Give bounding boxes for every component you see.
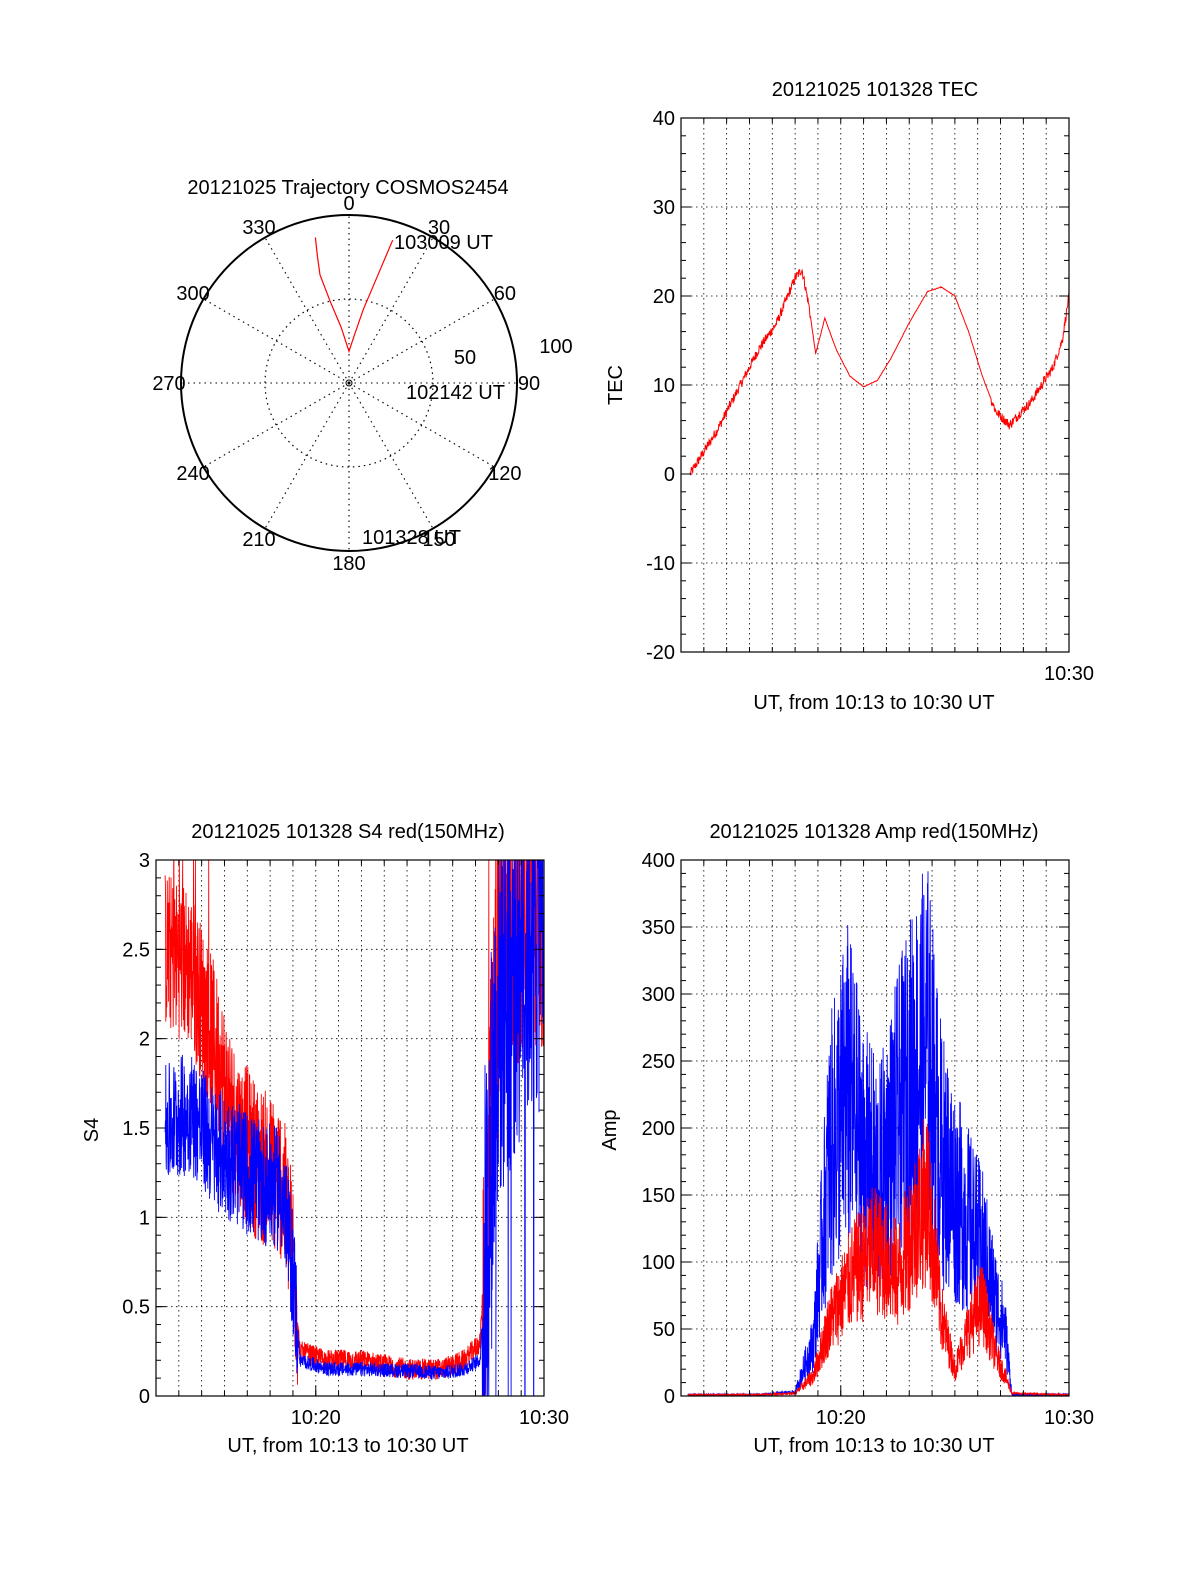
amp-ytick-label: 0: [664, 1386, 675, 1408]
polar-radial-label: 100: [539, 336, 572, 358]
polar-azimuth-label: 180: [332, 553, 365, 575]
s4-ytick-label: 3: [139, 850, 150, 872]
polar-time-label: 103009 UT: [394, 232, 493, 254]
tec-xlabel: UT, from 10:13 to 10:30 UT: [753, 692, 994, 714]
polar-series: [314, 237, 394, 354]
tec-line: [689, 268, 1070, 476]
polar-labels: 0 30 60 90 120 150 180 210 240 270 300 330 50 100 1030…: [152, 193, 572, 575]
polar-spoke: [348, 237, 434, 384]
amp-ytick-label: 400: [642, 850, 675, 872]
tec-series: [689, 268, 1070, 476]
s4-xtick-label: 10:20: [291, 1407, 341, 1429]
amp-ytick-label: 350: [642, 917, 675, 939]
polar-azimuth-label: 330: [242, 217, 275, 239]
polar-outer-circle: [180, 214, 518, 552]
tec-ticks: -20 -10 0 10 20 30 40 10:30: [646, 108, 1094, 685]
s4-plot: 20121025 101328 S4 red(150MHz) 0 0.5 1 1.5 2…: [81, 821, 569, 1457]
amp-title: 20121025 101328 Amp red(150MHz): [709, 821, 1038, 843]
polar-title: 20121025 Trajectory COSMOS2454: [187, 177, 508, 199]
s4-title: 20121025 101328 S4 red(150MHz): [191, 821, 505, 843]
polar-azimuth-label: 300: [176, 283, 209, 305]
polar-grid: [180, 214, 518, 552]
tec-ytick-label: 10: [653, 375, 675, 397]
tec-ytick-label: 20: [653, 286, 675, 308]
amp-ticks: 0 50 100 150 200 250 300 350 400 10:20 10:30: [642, 850, 1094, 1429]
polar-spoke: [348, 298, 495, 384]
tec-xtick-label: 10:30: [1044, 663, 1094, 685]
tec-grid: [681, 118, 1069, 652]
polar-azimuth-label: 60: [494, 283, 516, 305]
polar-time-label: 101328 UT: [362, 527, 461, 549]
amp-plot: 20121025 101328 Amp red(150MHz) 0 50 100 15…: [599, 821, 1094, 1457]
polar-trajectory-line: [314, 237, 394, 354]
tec-ytick-label: 0: [664, 464, 675, 486]
polar-azimuth-label: 0: [343, 193, 354, 215]
tec-ytick-label: 40: [653, 108, 675, 130]
tec-frame: [680, 117, 1070, 653]
s4-ytick-label: 2: [139, 1029, 150, 1051]
polar-spoke: [203, 382, 350, 468]
polar-azimuth-label: 270: [152, 373, 185, 395]
tec-ytick-label: -10: [646, 553, 675, 575]
amp-xtick-label: 10:20: [816, 1407, 866, 1429]
polar-spoke: [348, 382, 495, 468]
amp-red-line: [687, 1118, 1070, 1397]
s4-ytick-label: 0: [139, 1386, 150, 1408]
polar-spoke: [203, 298, 350, 384]
tec-ytick-label: -20: [646, 642, 675, 664]
s4-blue-line: [164, 859, 545, 1397]
tec-ylabel: TEC: [605, 365, 627, 405]
polar-azimuth-label: 120: [488, 463, 521, 485]
amp-ytick-label: 50: [653, 1319, 675, 1341]
tec-title: 20121025 101328 TEC: [772, 79, 978, 101]
polar-azimuth-label: 210: [242, 529, 275, 551]
amp-xlabel: UT, from 10:13 to 10:30 UT: [753, 1435, 994, 1457]
amp-series: [687, 871, 1070, 1398]
s4-ytick-label: 2.5: [122, 939, 150, 961]
trajectory-polar-plot: 20121025 Trajectory COSMOS2454 0 30 60 90 12…: [152, 177, 572, 575]
s4-ytick-label: 0.5: [122, 1297, 150, 1319]
polar-center: [345, 379, 353, 387]
s4-series: [164, 859, 545, 1397]
s4-ytick-label: 1: [139, 1207, 150, 1229]
s4-ylabel: S4: [81, 1118, 103, 1142]
polar-spoke: [348, 382, 434, 529]
polar-azimuth-label: 150: [422, 529, 455, 551]
amp-ytick-label: 200: [642, 1118, 675, 1140]
tec-ytick-label: 30: [653, 197, 675, 219]
polar-radial-label: 50: [454, 347, 476, 369]
amp-ytick-label: 150: [642, 1185, 675, 1207]
s4-ticks: 0 0.5 1 1.5 2 2.5 3 10:20 10:30: [122, 850, 569, 1429]
polar-time-label: 102142 UT: [406, 382, 505, 404]
polar-azimuth-label: 90: [518, 373, 540, 395]
amp-ylabel: Amp: [599, 1109, 621, 1150]
amp-xtick-label: 10:30: [1044, 1407, 1094, 1429]
tec-plot: 20121025 101328 TEC -20 -10 0 10 20 30 40 10:30…: [605, 79, 1094, 714]
amp-ytick-label: 300: [642, 984, 675, 1006]
amp-frame: [680, 859, 1070, 1397]
polar-azimuth-label: 240: [176, 463, 209, 485]
s4-frame: [155, 859, 545, 1397]
s4-ytick-label: 1.5: [122, 1118, 150, 1140]
polar-azimuth-label: 30: [428, 217, 450, 239]
amp-ytick-label: 250: [642, 1051, 675, 1073]
s4-red-line: [164, 859, 545, 1397]
polar-spoke: [264, 382, 350, 529]
s4-xlabel: UT, from 10:13 to 10:30 UT: [227, 1435, 468, 1457]
polar-spoke: [264, 237, 350, 384]
amp-ytick-label: 100: [642, 1252, 675, 1274]
s4-xtick-label: 10:30: [519, 1407, 569, 1429]
